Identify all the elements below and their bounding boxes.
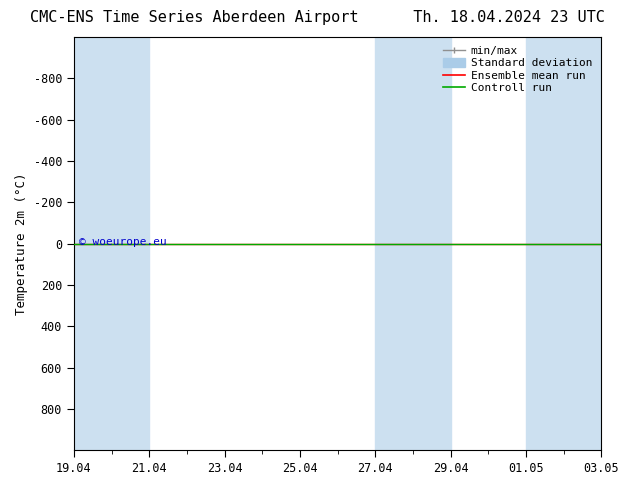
Text: © woeurope.eu: © woeurope.eu [79, 237, 167, 246]
Text: CMC-ENS Time Series Aberdeen Airport      Th. 18.04.2024 23 UTC: CMC-ENS Time Series Aberdeen Airport Th.… [30, 10, 604, 25]
Legend: min/max, Standard deviation, Ensemble mean run, Controll run: min/max, Standard deviation, Ensemble me… [440, 43, 595, 97]
Bar [74, 37, 149, 450]
Bar [375, 37, 451, 450]
Bar [526, 37, 601, 450]
Y-axis label: Temperature 2m (°C): Temperature 2m (°C) [15, 172, 28, 315]
